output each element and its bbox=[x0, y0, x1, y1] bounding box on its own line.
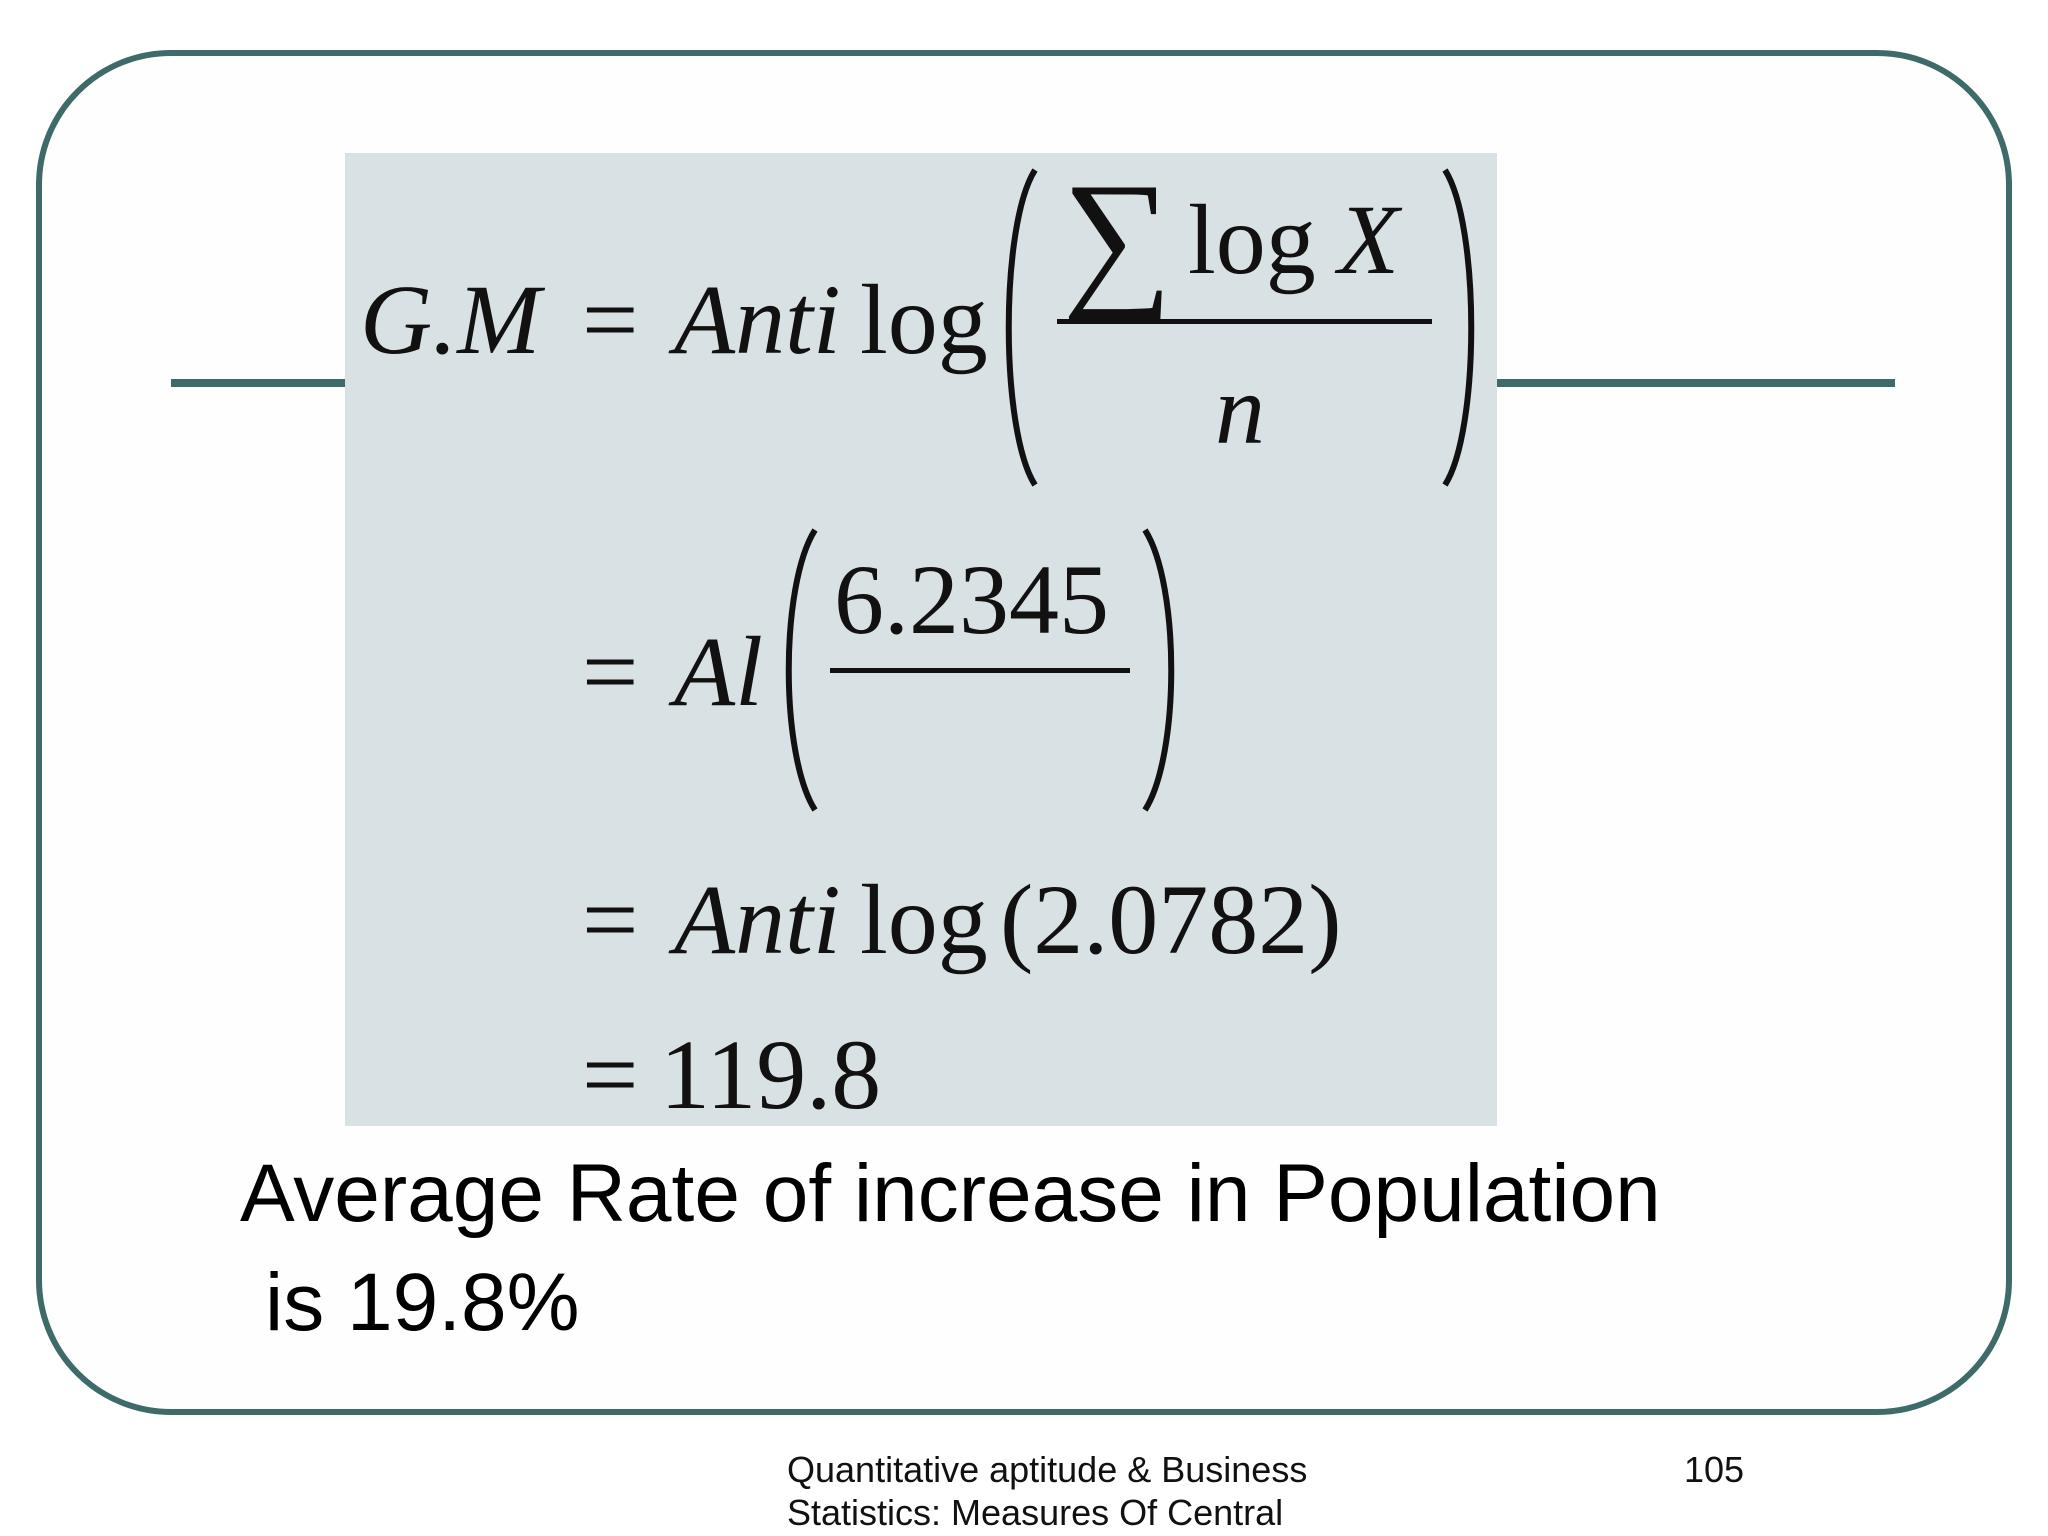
summary-line-1: Average Rate of increase in Population bbox=[240, 1148, 1661, 1239]
large-parentheses-1 bbox=[1005, 168, 1475, 487]
large-parentheses-2 bbox=[785, 528, 1175, 812]
equals-sign-3: = bbox=[582, 864, 639, 975]
numerator-value: 6.2345 bbox=[834, 544, 1109, 655]
summary-line-2: is 19.8% bbox=[265, 1257, 580, 1348]
log-text-numerator: log bbox=[1188, 184, 1316, 295]
formula-panel bbox=[345, 153, 1497, 1126]
result-value: 119.8 bbox=[660, 1019, 882, 1130]
left-divider bbox=[171, 379, 346, 387]
anti-text-3: Anti bbox=[674, 864, 841, 975]
x-variable: X bbox=[1338, 184, 1400, 295]
log-text-3: log bbox=[860, 864, 988, 975]
fraction-bar-1 bbox=[1057, 319, 1432, 324]
footer-title-line-2: Statistics: Measures Of Central bbox=[787, 1492, 1284, 1534]
n-variable: n bbox=[1215, 354, 1265, 465]
equals-sign-1: = bbox=[582, 264, 639, 375]
anti-text-1: Anti bbox=[674, 264, 841, 375]
equals-sign-4: = bbox=[582, 1019, 639, 1130]
equals-sign-2: = bbox=[582, 616, 639, 727]
antilog-argument: (2.0782) bbox=[1000, 864, 1342, 975]
sigma-symbol: ∑ bbox=[1062, 151, 1173, 323]
right-divider bbox=[1497, 379, 1895, 387]
fraction-bar-2 bbox=[830, 668, 1130, 673]
footer-title: Quantitative aptitude & Business Statist… bbox=[787, 1448, 1307, 1534]
log-text-1: log bbox=[860, 264, 988, 375]
al-text: Al bbox=[674, 616, 763, 727]
footer-title-line-1: Quantitative aptitude & Business bbox=[787, 1449, 1308, 1490]
page-number: 105 bbox=[1684, 1449, 1745, 1490]
formula-lhs: G.M bbox=[360, 264, 541, 375]
